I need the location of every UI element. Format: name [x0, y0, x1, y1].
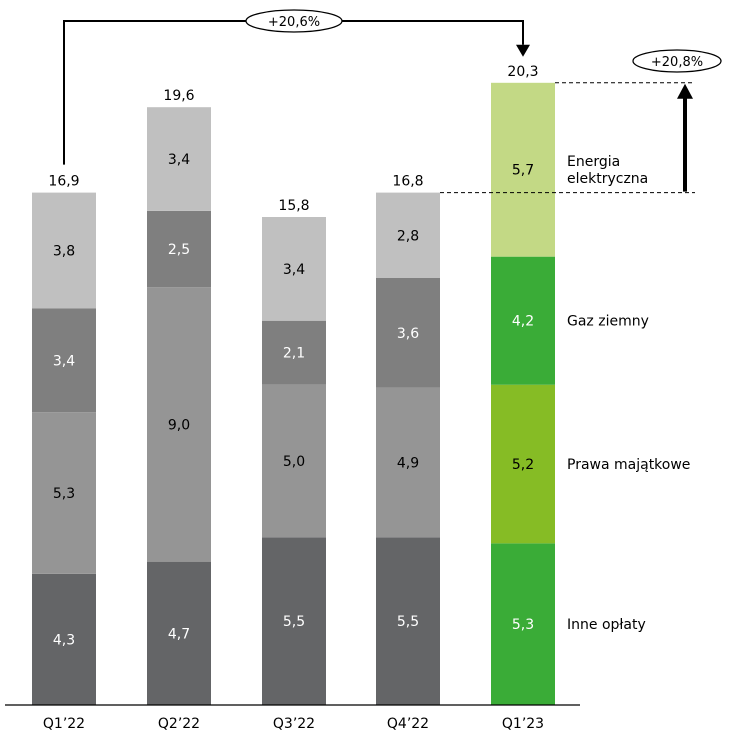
- segment-value-label: 9,0: [168, 417, 190, 433]
- legend-label: elektryczna: [567, 171, 648, 187]
- bar-segment: [376, 387, 440, 538]
- bar-segment: [491, 543, 555, 705]
- yoy-growth-label: +20,6%: [268, 15, 320, 30]
- bar-segment: [491, 82, 555, 257]
- segment-value-label: 2,1: [283, 346, 305, 362]
- bar-segment: [376, 278, 440, 388]
- segment-value-label: 5,2: [512, 457, 534, 473]
- segment-value-label: 5,3: [53, 486, 75, 502]
- bar-segment: [376, 192, 440, 278]
- segment-value-label: 4,3: [53, 632, 75, 648]
- bar-segment: [147, 107, 211, 211]
- bar-segment: [147, 561, 211, 705]
- segment-value-label: 3,8: [53, 244, 75, 260]
- bar-segment: [262, 537, 326, 705]
- bar-segment: [32, 192, 96, 309]
- x-tick-label: Q1’22: [43, 716, 85, 732]
- total-value-label: 15,8: [278, 198, 309, 214]
- legend-label: Gaz ziemny: [567, 314, 649, 330]
- qoq-badge: [632, 49, 722, 73]
- segment-value-label: 3,4: [168, 152, 190, 168]
- bars-layer: [5, 82, 580, 706]
- segment-value-label: 3,6: [397, 326, 419, 342]
- total-value-label: 16,8: [392, 174, 423, 190]
- bar-segment: [262, 320, 326, 385]
- segment-value-label: 2,8: [397, 228, 419, 244]
- bar-segment: [491, 256, 555, 385]
- legend-label: Inne opłaty: [567, 617, 646, 633]
- segment-value-label: 5,7: [512, 163, 534, 179]
- segment-value-label: 3,4: [53, 353, 75, 369]
- total-value-label: 16,9: [48, 174, 79, 190]
- bar-segment: [32, 573, 96, 705]
- bar-segment: [376, 537, 440, 705]
- bar-segment: [147, 210, 211, 288]
- bar-segment: [32, 412, 96, 574]
- yoy-arrowhead: [516, 44, 530, 57]
- segment-value-label: 5,0: [283, 454, 305, 470]
- yoy-badge: [245, 9, 343, 33]
- segment-value-label: 2,5: [168, 242, 190, 258]
- x-tick-label: Q1’23: [502, 716, 544, 732]
- bar-segment: [262, 217, 326, 321]
- total-value-label: 19,6: [163, 88, 194, 104]
- x-tick-label: Q2’22: [158, 716, 200, 732]
- yoy-connector-line: [63, 20, 524, 165]
- total-value-label: 20,3: [507, 64, 538, 80]
- labels-layer: 4,3 5,3 3,4 3,8 16,9 Q1’22 4,7 9,0 2,5 3,4 19,6 Q2’…: [43, 64, 691, 732]
- bar-segment: [147, 287, 211, 562]
- x-tick-label: Q3’22: [273, 716, 315, 732]
- segment-value-label: 4,7: [168, 626, 190, 642]
- segment-value-label: 3,4: [283, 262, 305, 278]
- segment-value-label: 4,2: [512, 314, 534, 330]
- qoq-growth-label: +20,8%: [651, 55, 703, 70]
- bar-segment: [491, 384, 555, 544]
- x-tick-label: Q4’22: [387, 716, 429, 732]
- segment-value-label: 4,9: [397, 456, 419, 472]
- annotations-layer: +20,6% +20,8%: [63, 9, 722, 194]
- segment-value-label: 5,5: [397, 614, 419, 630]
- bar-segment: [262, 384, 326, 538]
- qoq-arrowhead: [677, 83, 693, 99]
- segment-value-label: 5,3: [512, 617, 534, 633]
- segment-value-label: 5,5: [283, 614, 305, 630]
- bar-segment: [32, 308, 96, 413]
- legend-label: Energia: [567, 154, 620, 170]
- legend-label: Prawa majątkowe: [567, 457, 690, 473]
